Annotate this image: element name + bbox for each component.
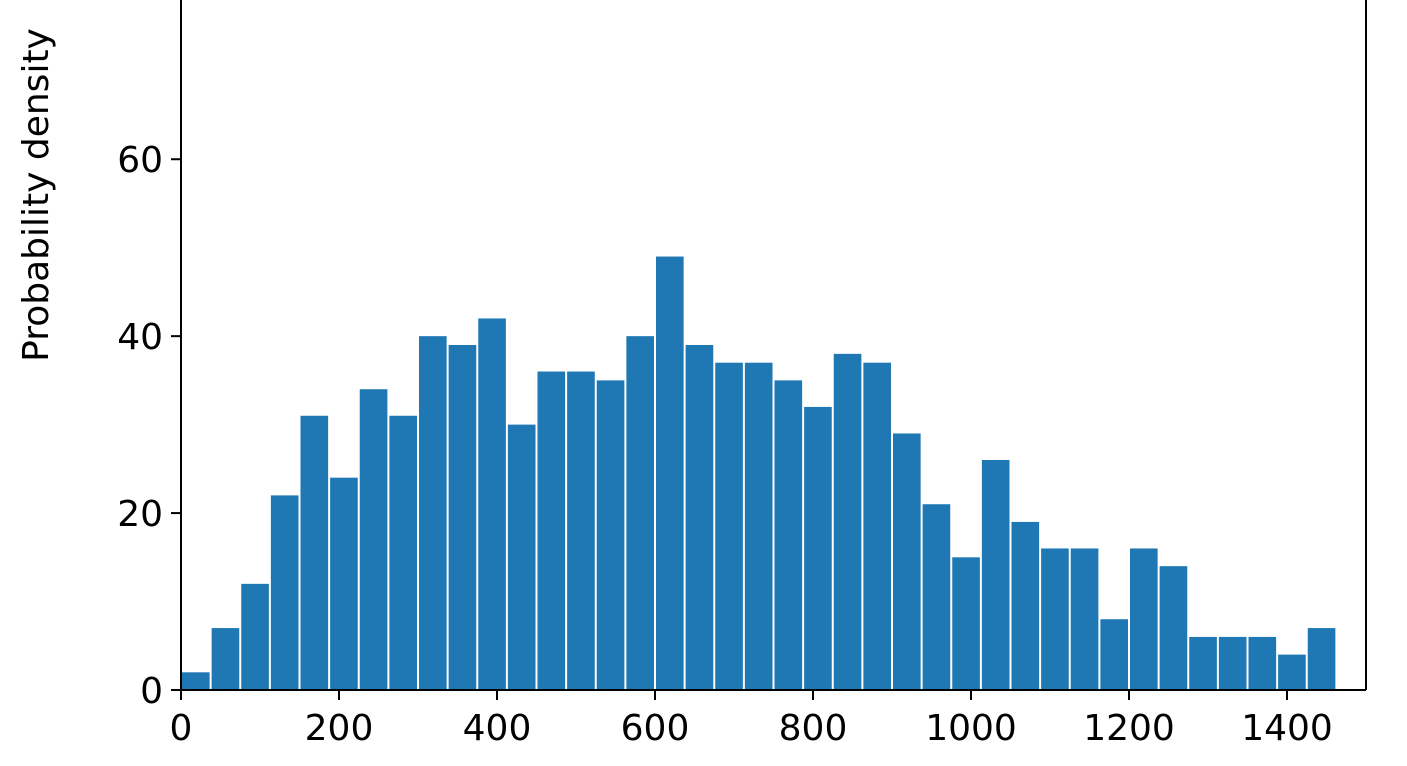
histogram-bar (182, 672, 210, 690)
histogram-bar (893, 433, 921, 690)
x-tick-label: 0 (170, 708, 193, 749)
histogram-bar (1011, 521, 1040, 690)
x-tick-label: 600 (621, 708, 690, 749)
histogram-bar (1100, 619, 1128, 690)
histogram-bar (863, 362, 891, 690)
histogram-bar (270, 495, 299, 690)
histogram-bar (507, 424, 536, 690)
histogram-bar (1159, 566, 1188, 690)
x-tick-label: 1400 (1241, 708, 1333, 749)
axes-spines (180, 0, 1367, 691)
histogram-bar (1070, 548, 1099, 690)
histogram-bar (478, 318, 506, 690)
histogram-bar (715, 362, 743, 690)
histogram-bar (833, 353, 862, 690)
y-axis-ticks: 0 20 40 60 (117, 140, 181, 712)
histogram-bar (567, 371, 595, 690)
histogram-bar (981, 460, 1010, 690)
y-tick-label: 60 (117, 140, 163, 181)
histogram-bar (1248, 636, 1277, 690)
histogram-bar (1307, 628, 1336, 690)
y-axis-label: Probability density (16, 28, 57, 362)
histogram-bar (626, 336, 654, 690)
x-tick-label: 800 (779, 708, 848, 749)
histogram-bar (1041, 548, 1069, 690)
histogram-bar (952, 557, 980, 690)
histogram-bar (419, 336, 447, 690)
histogram-bar (241, 583, 269, 690)
histogram-bar (211, 628, 240, 690)
y-tick-label: 0 (140, 671, 163, 712)
histogram-bar (1278, 654, 1306, 690)
x-tick-label: 400 (463, 708, 532, 749)
histogram-bar (744, 362, 773, 690)
histogram-bar (359, 389, 388, 690)
bars-group (182, 256, 1336, 690)
x-tick-label: 1200 (1083, 708, 1175, 749)
x-tick-label: 1000 (925, 708, 1017, 749)
y-tick-label: 20 (117, 494, 163, 535)
histogram-bar (656, 256, 684, 690)
histogram-bar (596, 380, 625, 690)
histogram-bar (1130, 548, 1158, 690)
histogram-bar (330, 477, 358, 690)
y-tick-label: 40 (117, 317, 163, 358)
x-axis-ticks: 0 200 400 600 800 1000 1200 1400 (170, 690, 1333, 749)
histogram-bar (389, 415, 417, 690)
histogram-bar (804, 406, 832, 690)
histogram-bar (300, 415, 329, 690)
histogram-bar (774, 380, 803, 690)
x-tick-label: 200 (305, 708, 374, 749)
histogram-bar (537, 371, 566, 690)
histogram-bar (448, 345, 477, 690)
histogram-bar (1189, 636, 1217, 690)
histogram-bar (685, 345, 714, 690)
histogram-bar (1218, 636, 1247, 690)
histogram-bar (922, 504, 951, 690)
